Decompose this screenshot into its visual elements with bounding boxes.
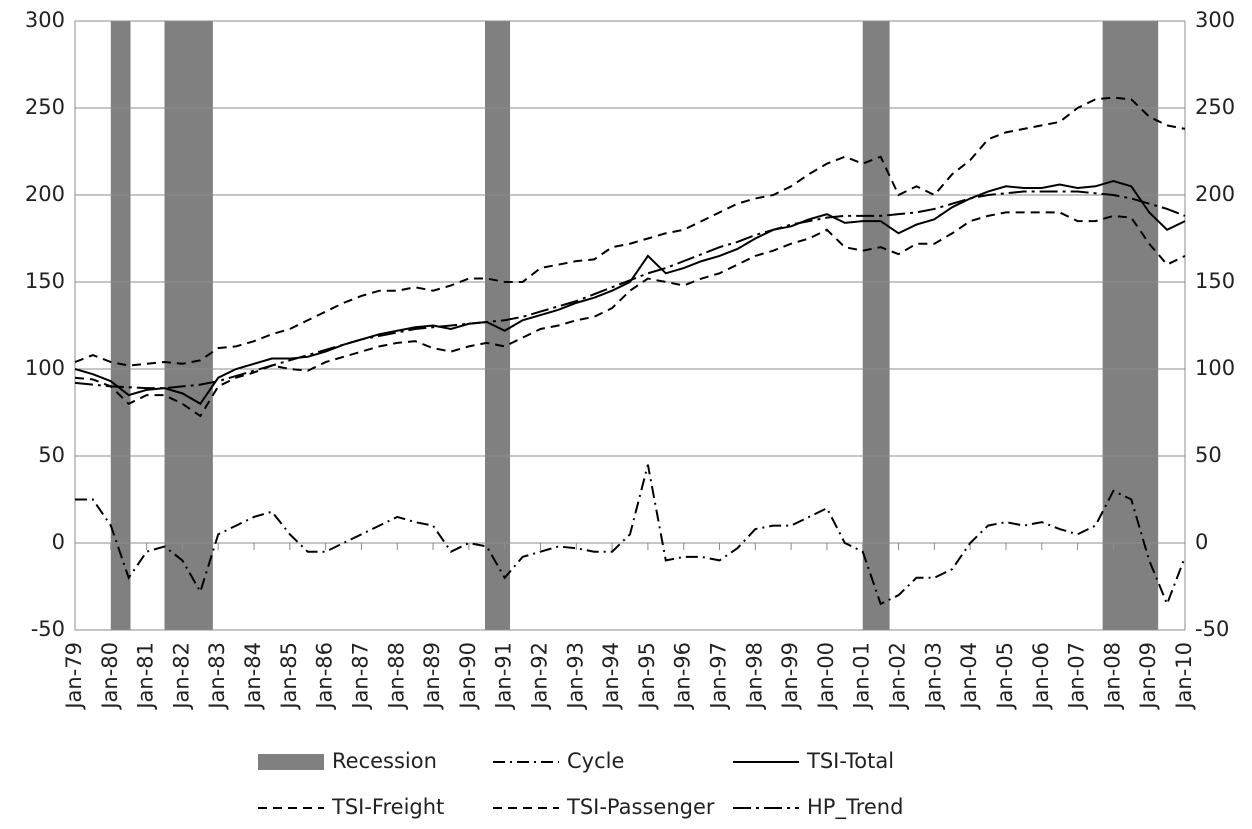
x-tick-label: Jan-80 (98, 642, 122, 711)
y2-tick-label: 300 (1195, 8, 1235, 32)
recession-band (164, 21, 213, 630)
x-tick-label: Jan-05 (993, 642, 1017, 711)
x-tick-label: Jan-84 (241, 642, 265, 711)
y2-tick-label: -50 (1195, 617, 1229, 641)
recession-band (110, 21, 131, 630)
legend-label: TSI-Total (806, 749, 894, 773)
x-tick-label: Jan-10 (1172, 642, 1196, 711)
series-line (74, 190, 1186, 390)
y2-tick-label: 250 (1195, 95, 1235, 119)
x-tick-label: Jan-96 (671, 642, 695, 711)
y-tick-label: 300 (25, 8, 65, 32)
x-tick-label: Jan-81 (134, 642, 158, 711)
y-tick-label: 0 (52, 530, 65, 554)
y2-tick-label: 0 (1195, 530, 1208, 554)
y2-tick-label: 50 (1195, 443, 1222, 467)
y-tick-label: 50 (38, 443, 65, 467)
x-tick-label: Jan-87 (348, 642, 372, 711)
legend-label: Recession (332, 749, 437, 773)
series-line (74, 96, 1186, 367)
x-tick-label: Jan-91 (492, 642, 516, 711)
y-tick-label: 200 (25, 182, 65, 206)
legend-label: TSI-Passenger (566, 795, 715, 819)
x-tick-label: Jan-97 (707, 642, 731, 711)
series-line (74, 180, 1186, 406)
y-tick-label: 250 (25, 95, 65, 119)
y-tick-label: 100 (25, 356, 65, 380)
x-tick-label: Jan-03 (921, 642, 945, 711)
recession-band (862, 21, 890, 630)
recession-band (1102, 21, 1159, 630)
x-tick-label: Jan-01 (850, 642, 874, 711)
x-tick-label: Jan-06 (1029, 642, 1053, 711)
x-tick-label: Jan-04 (957, 642, 981, 711)
series-line (75, 464, 1186, 607)
x-tick-label: Jan-93 (563, 642, 587, 711)
x-tick-label: Jan-86 (313, 642, 337, 711)
x-tick-label: Jan-89 (420, 642, 444, 711)
x-tick-label: Jan-98 (742, 642, 766, 711)
x-tick-label: Jan-85 (277, 642, 301, 711)
x-tick-label: Jan-95 (635, 642, 659, 711)
x-tick-label: Jan-07 (1065, 642, 1089, 711)
x-tick-label: Jan-09 (1136, 642, 1160, 711)
y-tick-label: -50 (31, 617, 65, 641)
x-tick-label: Jan-92 (527, 642, 551, 711)
legend-label: Cycle (567, 749, 624, 773)
y2-tick-label: 100 (1195, 356, 1235, 380)
x-tick-label: Jan-08 (1100, 642, 1124, 711)
legend-swatch (258, 754, 324, 770)
y2-tick-label: 200 (1195, 182, 1235, 206)
x-tick-label: Jan-94 (599, 642, 623, 711)
legend-label: TSI-Freight (331, 795, 444, 819)
x-tick-label: Jan-02 (886, 642, 910, 711)
y2-tick-label: 150 (1195, 269, 1235, 293)
x-tick-label: Jan-99 (778, 642, 802, 711)
x-tick-label: Jan-90 (456, 642, 480, 711)
x-tick-label: Jan-88 (384, 642, 408, 711)
y-tick-label: 150 (25, 269, 65, 293)
x-tick-label: Jan-79 (62, 642, 86, 711)
x-tick-label: Jan-83 (205, 642, 229, 711)
x-tick-label: Jan-82 (169, 642, 193, 711)
x-tick-label: Jan-00 (814, 642, 838, 711)
recession-band (484, 21, 511, 630)
legend-label: HP_Trend (807, 795, 903, 820)
